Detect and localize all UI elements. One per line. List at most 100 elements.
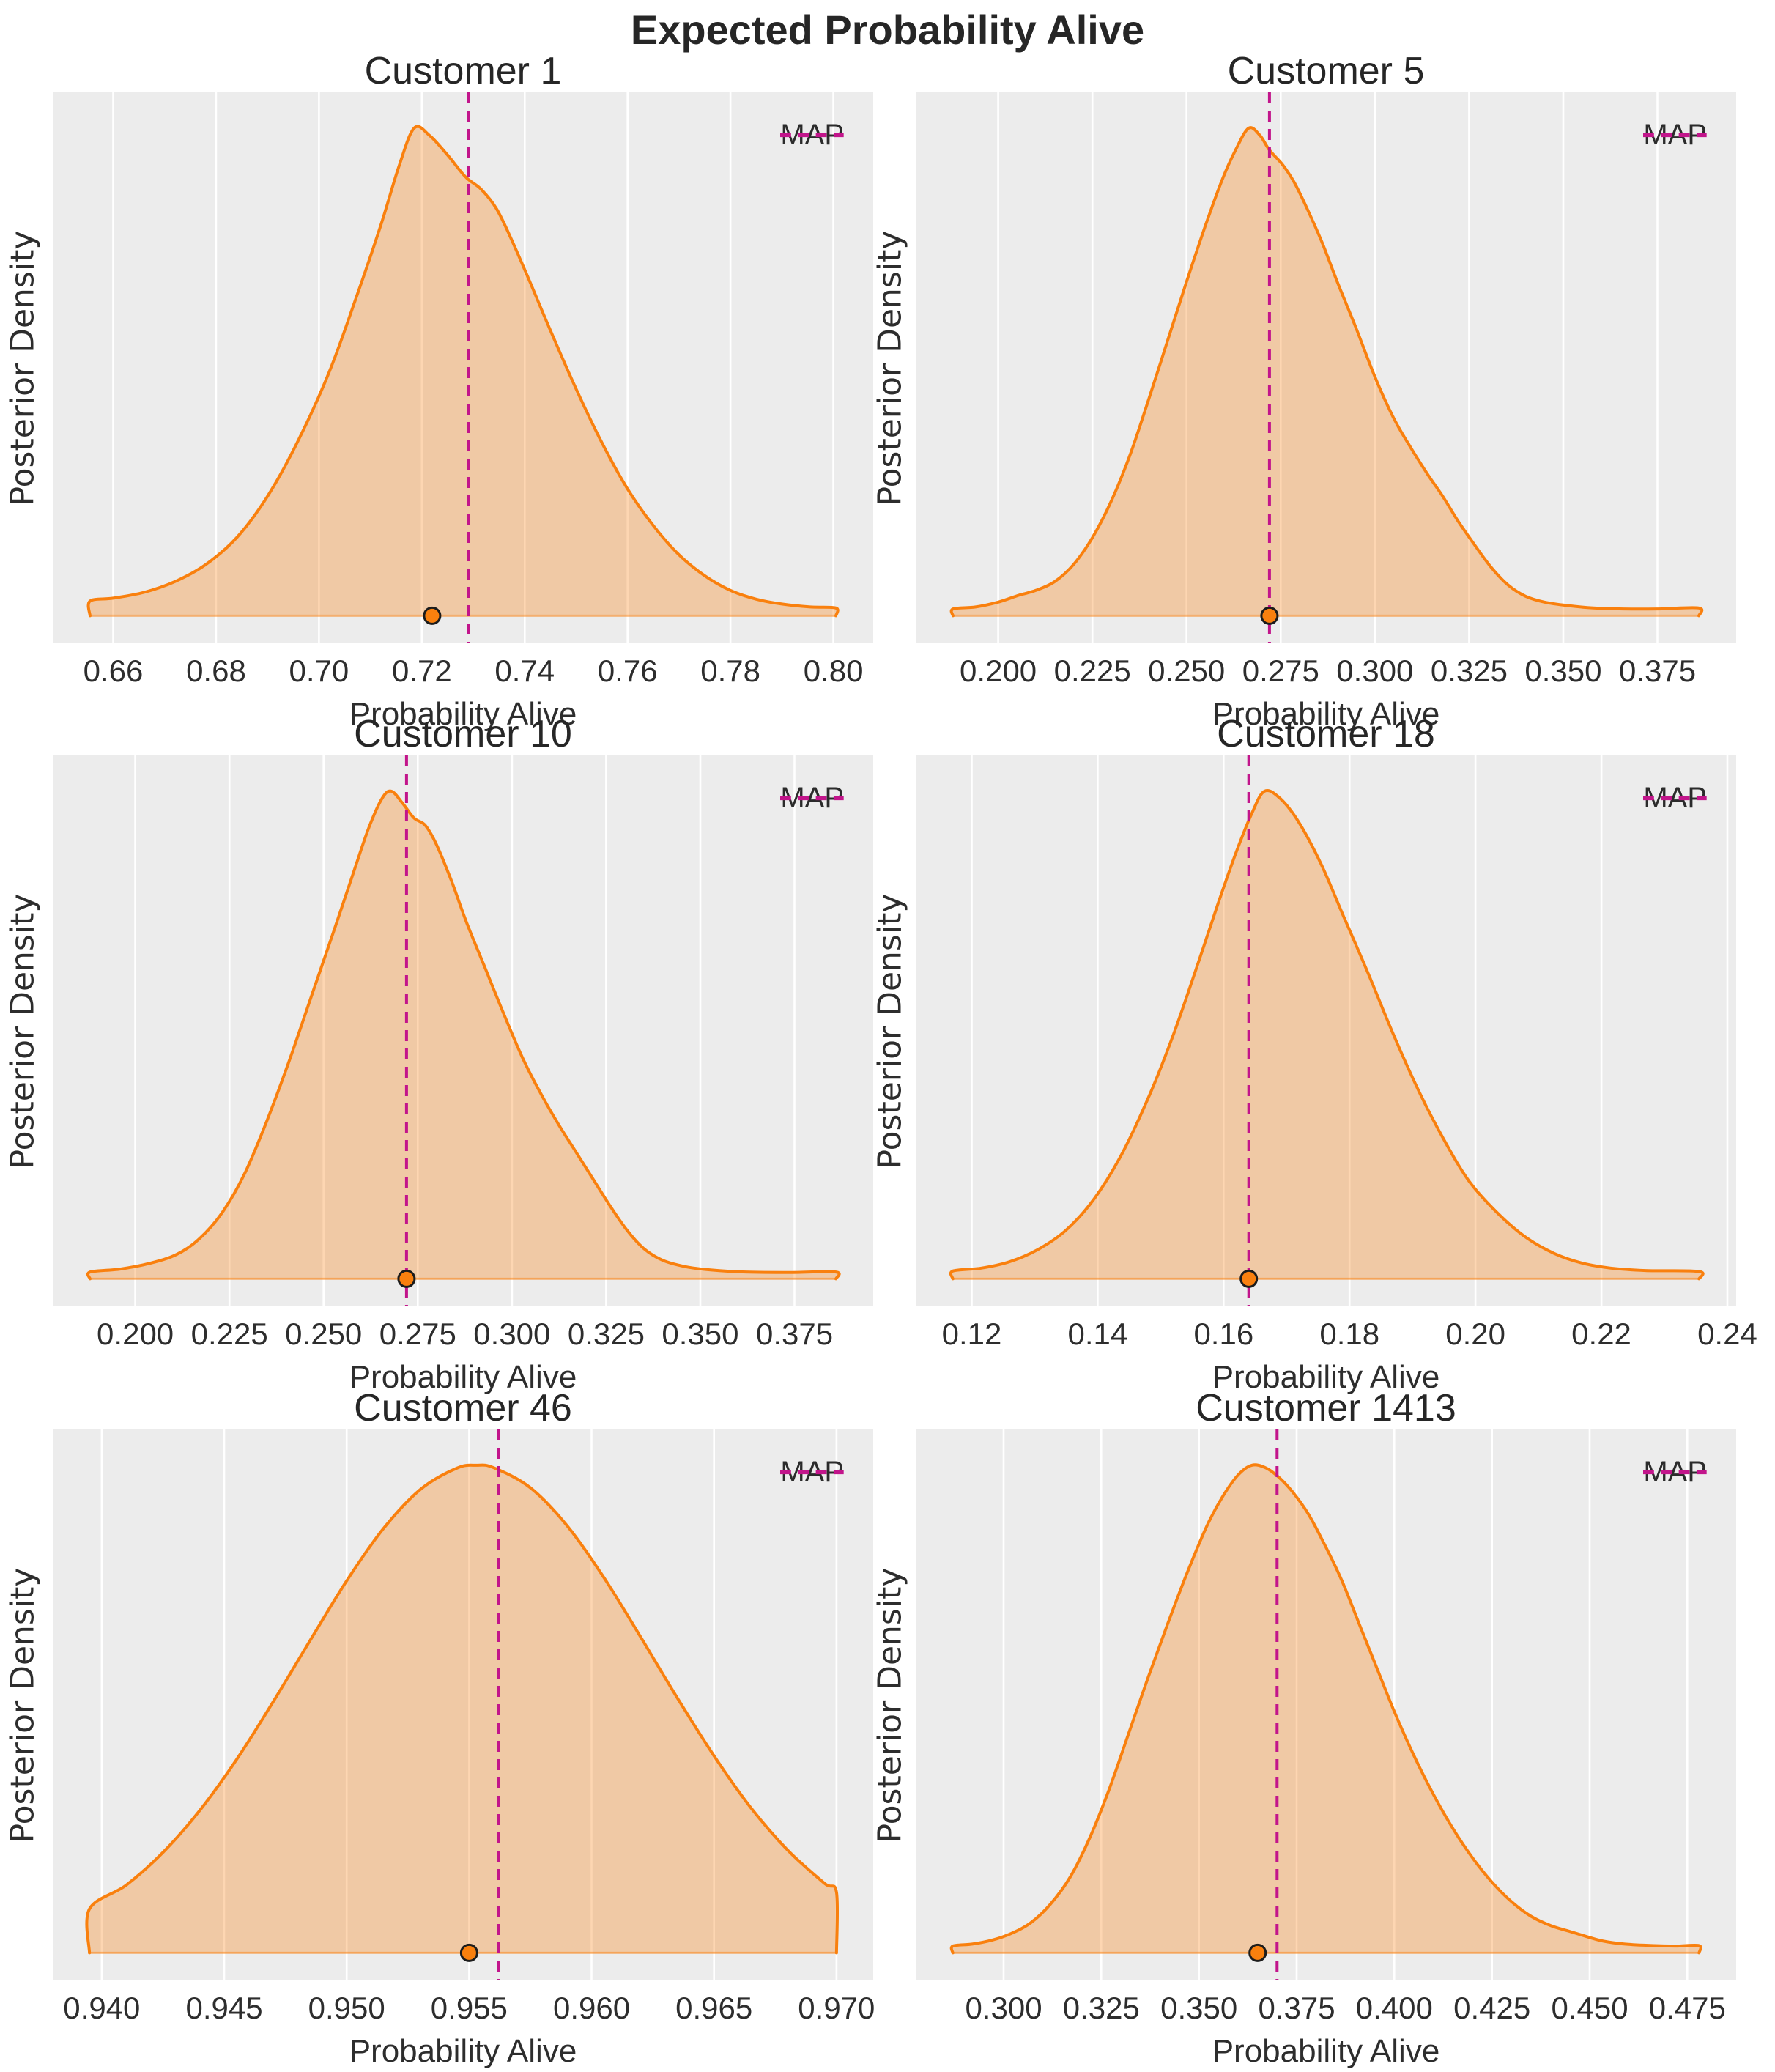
x-tick-label: 0.200: [97, 1317, 174, 1351]
x-tick-label: 0.200: [960, 654, 1037, 688]
x-tick-label: 0.225: [190, 1317, 268, 1351]
x-tick-label: 0.970: [798, 1991, 875, 2025]
x-axis-ticks: 0.940 0.945 0.950 0.955 0.960 0.965 0.970: [53, 1991, 875, 2029]
subplot-title: Customer 5: [1227, 50, 1425, 92]
x-tick-label: 0.20: [1445, 1317, 1506, 1351]
density-fill: [88, 126, 838, 616]
x-tick-label: 0.350: [1160, 1991, 1238, 2025]
kde-chart: [85, 1429, 840, 1980]
x-tick-label: 0.78: [700, 654, 761, 688]
x-tick-label: 0.400: [1355, 1991, 1433, 2025]
x-tick-label: 0.955: [430, 1991, 508, 2025]
x-axis-label: Probability Alive: [1212, 696, 1440, 732]
rug-point: [1248, 1943, 1267, 1962]
legend: MAP: [780, 1456, 844, 1489]
y-axis-label: Posterior Density: [4, 893, 42, 1169]
map-dash-icon: [780, 133, 844, 138]
x-tick-label: 0.12: [941, 1317, 1002, 1351]
x-axis-ticks: 0.200 0.225 0.250 0.275 0.300 0.325 0.350 0.375: [916, 654, 1736, 692]
figure-title: Expected Probability Alive: [630, 7, 1145, 53]
density-curve: [949, 126, 1704, 618]
subplot-customer-1413: Customer 1413 Posterior Density MAP 0.30…: [872, 1380, 1775, 2072]
x-axis-label: Probability Alive: [1212, 2033, 1440, 2069]
x-tick-label: 0.475: [1648, 1991, 1726, 2025]
rug-point: [1260, 606, 1279, 625]
x-tick-label: 0.24: [1697, 1317, 1757, 1351]
x-tick-label: 0.250: [285, 1317, 363, 1351]
density-curve: [85, 1463, 840, 1955]
x-tick-label: 0.350: [1524, 654, 1602, 688]
density-fill: [951, 127, 1702, 616]
x-axis-ticks: 0.66 0.68 0.70 0.72 0.74 0.76 0.78 0.80: [53, 654, 873, 692]
x-tick-label: 0.375: [755, 1317, 834, 1351]
density-fill: [86, 1465, 838, 1953]
x-tick-label: 0.965: [675, 1991, 753, 2025]
kde-chart: [86, 92, 840, 643]
density-curve: [86, 789, 841, 1281]
plot-area: MAP: [53, 755, 873, 1306]
density-curve: [86, 125, 840, 618]
x-tick-label: 0.375: [1618, 654, 1697, 688]
subplot-title: Customer 18: [1217, 713, 1435, 755]
x-tick-label: 0.300: [1336, 654, 1414, 688]
x-tick-label: 0.72: [391, 654, 452, 688]
x-tick-label: 0.350: [662, 1317, 739, 1351]
y-axis-label: Posterior Density: [871, 893, 909, 1169]
legend: MAP: [1643, 782, 1707, 815]
density-curve: [949, 789, 1705, 1281]
rug-point: [423, 606, 442, 625]
x-tick-label: 0.80: [803, 654, 864, 688]
x-tick-label: 0.74: [494, 654, 555, 688]
x-tick-label: 0.14: [1067, 1317, 1128, 1351]
kde-chart: [86, 755, 841, 1306]
kde-chart: [949, 755, 1729, 1306]
x-tick-label: 0.225: [1053, 654, 1131, 688]
plot-area: MAP: [916, 1429, 1736, 1980]
x-tick-label: 0.16: [1193, 1317, 1254, 1351]
x-tick-label: 0.450: [1551, 1991, 1628, 2025]
x-tick-label: 0.300: [473, 1317, 551, 1351]
x-axis-ticks: 0.12 0.14 0.16 0.18 0.20 0.22 0.24: [916, 1317, 1757, 1355]
rug-point: [397, 1269, 416, 1288]
subplot-title: Customer 1: [364, 50, 562, 92]
rug-point: [459, 1943, 478, 1962]
legend: MAP: [1643, 1456, 1707, 1489]
x-tick-label: 0.325: [567, 1317, 645, 1351]
subplot-customer-18: Customer 18 Posterior Density MAP 0.12 0.…: [872, 706, 1775, 1398]
x-tick-label: 0.66: [83, 654, 144, 688]
subplot-customer-5: Customer 5 Posterior Density MAP 0.200 0.…: [872, 42, 1775, 735]
legend: MAP: [780, 119, 844, 152]
plot-area: MAP: [53, 92, 873, 643]
x-tick-label: 0.945: [185, 1991, 263, 2025]
kde-chart: [949, 92, 1704, 643]
x-tick-label: 0.275: [379, 1317, 456, 1351]
density-fill: [951, 1465, 1701, 1953]
x-tick-label: 0.960: [552, 1991, 631, 2025]
x-tick-label: 0.76: [597, 654, 658, 688]
map-dash-icon: [1643, 133, 1707, 138]
subplot-customer-1: Customer 1 Posterior Density MAP 0.66 0.6…: [0, 42, 887, 735]
legend: MAP: [1643, 119, 1707, 152]
x-tick-label: 0.70: [289, 654, 349, 688]
plot-area: MAP: [916, 755, 1736, 1306]
subplot-title: Customer 46: [354, 1387, 572, 1429]
y-axis-label: Posterior Density: [871, 1567, 909, 1843]
plot-area: MAP: [916, 92, 1736, 643]
x-axis-ticks: 0.200 0.225 0.250 0.275 0.300 0.325 0.350 0.375: [53, 1317, 873, 1355]
map-dash-icon: [1643, 796, 1707, 801]
x-tick-label: 0.68: [186, 654, 246, 688]
x-tick-label: 0.950: [308, 1991, 385, 2025]
x-axis-ticks: 0.300 0.325 0.350 0.375 0.400 0.425 0.450 0.475: [916, 1991, 1736, 2029]
density-fill: [950, 790, 1703, 1279]
x-tick-label: 0.325: [1430, 654, 1508, 688]
x-tick-label: 0.325: [1062, 1991, 1140, 2025]
subplot-customer-10: Customer 10 Posterior Density MAP 0.200 0…: [0, 706, 887, 1398]
subplot-title: Customer 1413: [1196, 1387, 1456, 1429]
y-axis-label: Posterior Density: [871, 230, 909, 506]
x-tick-label: 0.375: [1258, 1991, 1335, 2025]
y-axis-label: Posterior Density: [4, 230, 42, 506]
subplot-customer-46: Customer 46 Posterior Density MAP 0.940 0…: [0, 1380, 887, 2072]
kde-chart: [949, 1429, 1702, 1980]
map-dash-icon: [1643, 1470, 1707, 1475]
x-tick-label: 0.22: [1571, 1317, 1631, 1351]
